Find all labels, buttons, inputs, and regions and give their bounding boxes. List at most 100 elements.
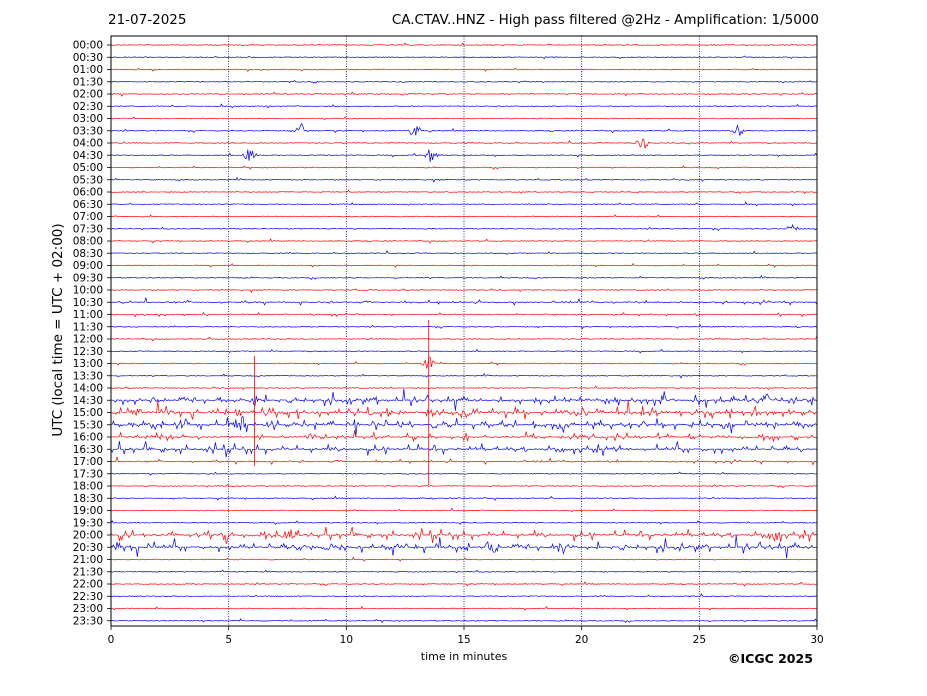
trace-0300: [110, 116, 817, 121]
y-tick-label: 08:30: [73, 248, 103, 260]
trace-1030: [110, 297, 817, 306]
trace-0930: [110, 274, 817, 281]
y-tick-label: 07:30: [73, 223, 103, 235]
trace-1630: [110, 441, 817, 458]
x-tick-label: 10: [340, 634, 353, 646]
y-tick-label: 19:00: [73, 505, 103, 517]
y-tick-label: 08:00: [73, 236, 103, 248]
trace-0800: [110, 238, 817, 244]
y-tick-label: 07:00: [73, 211, 103, 223]
trace-1330: [110, 372, 817, 379]
copyright-label: ©ICGC 2025: [728, 651, 813, 666]
trace-0830: [110, 250, 817, 255]
y-tick-label: 03:30: [73, 125, 103, 137]
y-tick-label: 20:30: [73, 542, 103, 554]
trace-0500: [110, 165, 817, 170]
trace-0730: [110, 223, 817, 231]
y-tick-label: 01:00: [73, 64, 103, 76]
trace-1700: [110, 456, 817, 466]
y-tick-label: 02:30: [73, 101, 103, 113]
trace-1400: [110, 385, 817, 390]
y-tick-label: 15:00: [73, 407, 103, 419]
trace-0530: [110, 176, 817, 183]
trace-1430: [110, 388, 817, 411]
y-tick-label: 23:00: [73, 603, 103, 615]
trace-1000: [110, 288, 817, 293]
y-tick-label: 22:00: [73, 579, 103, 591]
y-tick-label: 19:30: [73, 517, 103, 529]
y-tick-label: 16:30: [73, 444, 103, 456]
y-tick-label: 20:00: [73, 530, 103, 542]
trace-2130: [110, 569, 817, 574]
y-tick-label: 18:30: [73, 493, 103, 505]
trace-1230: [110, 348, 817, 354]
y-tick-label: 18:00: [73, 481, 103, 493]
trace-1300: [110, 356, 817, 369]
trace-2000: [110, 526, 817, 544]
trace-0200: [110, 91, 817, 97]
x-tick-label: 30: [810, 634, 823, 646]
y-tick-label: 02:00: [73, 89, 103, 101]
date-label: 21-07-2025: [108, 12, 187, 28]
y-axis-label: UTC (local time = UTC + 02:00): [50, 223, 66, 437]
chart-title: CA.CTAV..HNZ - High pass filtered @2Hz -…: [391, 12, 819, 28]
x-tick-label: 15: [457, 634, 470, 646]
y-tick-label: 11:00: [73, 309, 103, 321]
y-tick-label: 17:00: [73, 456, 103, 468]
y-tick-label: 04:00: [73, 138, 103, 150]
trace-1530: [110, 415, 817, 437]
y-tick-label: 15:30: [73, 419, 103, 431]
trace-1200: [110, 336, 817, 342]
y-tick-label: 11:30: [73, 321, 103, 333]
y-tick-label: 23:30: [73, 615, 103, 627]
trace-0330: [110, 122, 817, 136]
trace-0230: [110, 103, 817, 109]
y-tick-label: 21:30: [73, 566, 103, 578]
y-tick-label: 12:30: [73, 346, 103, 358]
x-tick-label: 20: [575, 634, 588, 646]
trace-2330: [110, 618, 817, 624]
trace-1600: [110, 430, 817, 443]
y-tick-label: 22:30: [73, 591, 103, 603]
trace-1500: [110, 399, 817, 420]
trace-1900: [110, 507, 817, 513]
y-tick-label: 09:00: [73, 260, 103, 272]
trace-1730: [110, 471, 817, 476]
trace-1130: [110, 324, 817, 330]
x-tick-label: 25: [693, 634, 706, 646]
trace-1930: [110, 520, 817, 525]
y-tick-label: 14:00: [73, 383, 103, 395]
y-tick-label: 06:00: [73, 187, 103, 199]
trace-0000: [110, 42, 817, 46]
y-tick-label: 14:30: [73, 395, 103, 407]
y-tick-label: 05:00: [73, 162, 103, 174]
y-tick-label: 10:00: [73, 285, 103, 297]
x-tick-label: 5: [225, 634, 232, 646]
y-tick-label: 04:30: [73, 150, 103, 162]
trace-2030: [110, 535, 817, 559]
y-tick-label: 21:00: [73, 554, 103, 566]
grid-layer: [228, 36, 700, 626]
y-tick-label: 13:30: [73, 370, 103, 382]
trace-0900: [110, 263, 817, 268]
x-axis-label: time in minutes: [420, 650, 508, 663]
trace-1800: [110, 483, 817, 489]
trace-0600: [110, 189, 817, 195]
y-tick-label: 12:00: [73, 334, 103, 346]
trace-0100: [110, 67, 817, 73]
y-tick-label: 00:00: [73, 40, 103, 52]
trace-2300: [110, 605, 817, 611]
trace-0400: [110, 138, 817, 149]
y-tick-label: 05:30: [73, 174, 103, 186]
x-tick-label: 0: [108, 634, 115, 646]
y-tick-label: 06:30: [73, 199, 103, 211]
trace-0130: [110, 79, 817, 84]
trace-0700: [110, 214, 817, 218]
y-tick-label: 01:30: [73, 76, 103, 88]
trace-2100: [110, 556, 817, 562]
y-tick-label: 17:30: [73, 468, 103, 480]
y-tick-label: 13:00: [73, 358, 103, 370]
trace-1830: [110, 495, 817, 501]
trace-2200: [110, 581, 817, 587]
